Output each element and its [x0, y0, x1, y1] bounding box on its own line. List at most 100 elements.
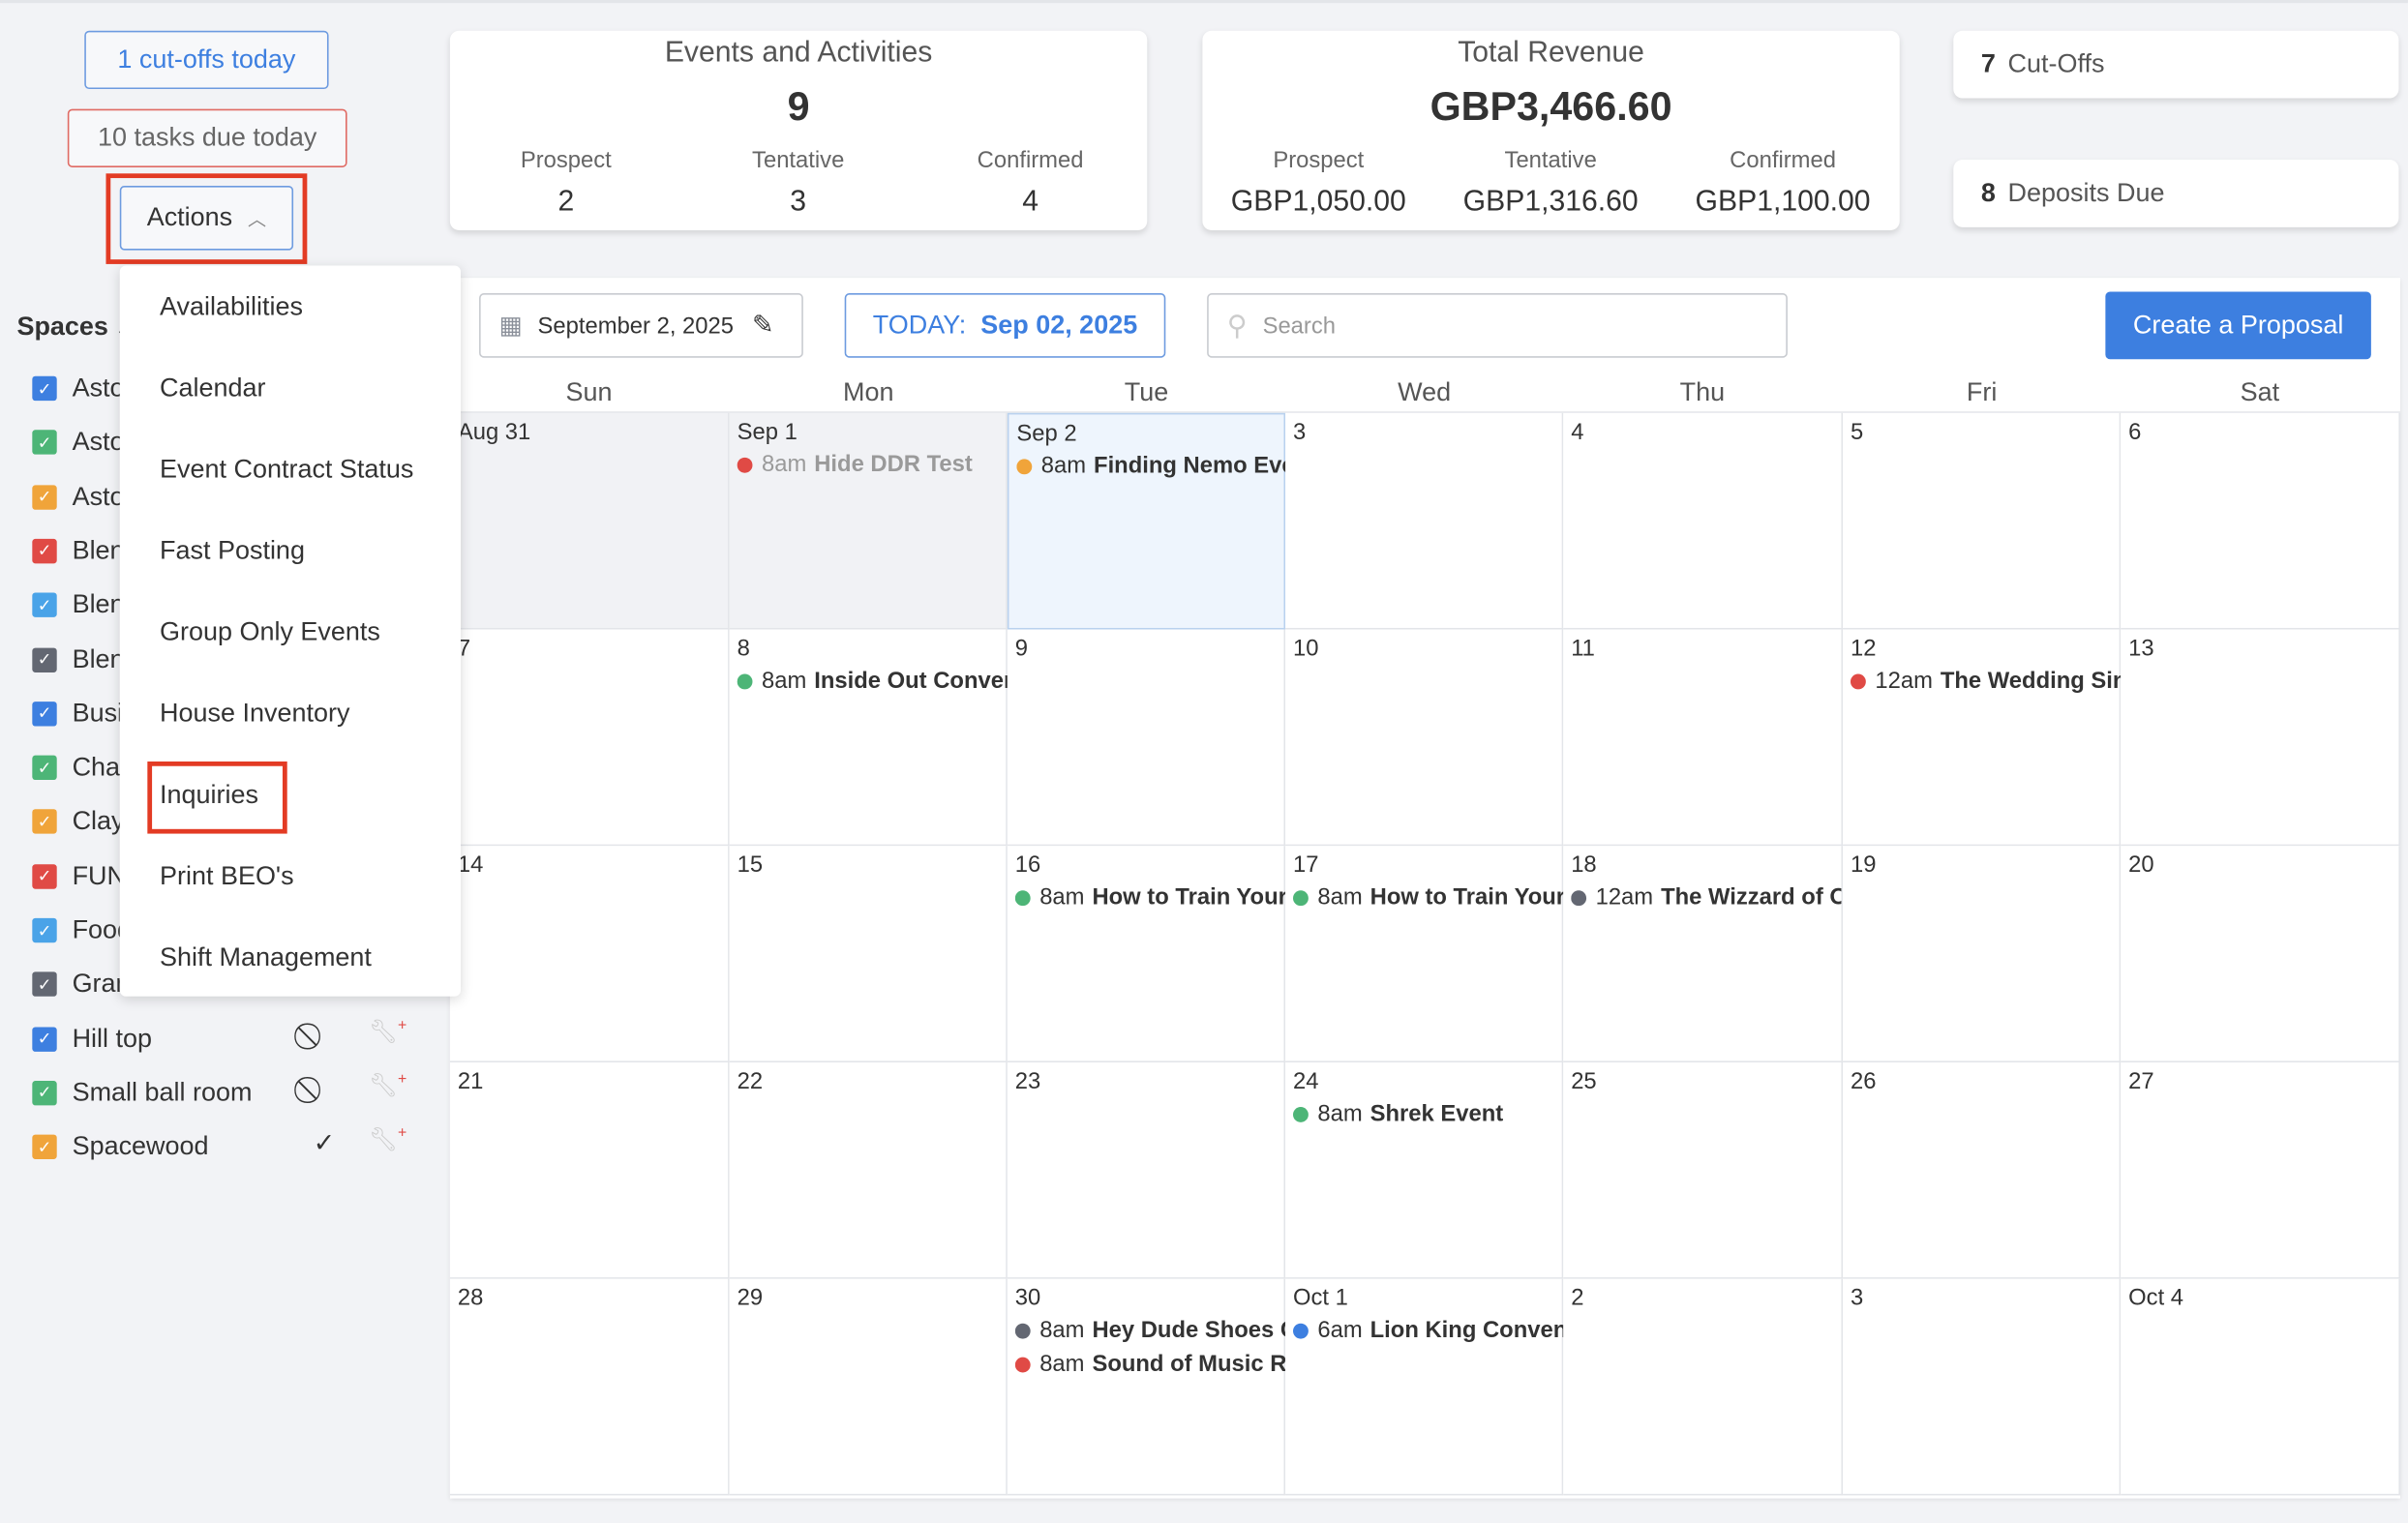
cutoffs-today-button[interactable]: 1 cut-offs today	[84, 30, 329, 90]
add-maintenance-icon[interactable]: 🔧︎+	[368, 1071, 407, 1099]
create-proposal-button[interactable]: Create a Proposal	[2105, 291, 2371, 360]
checkbox[interactable]: ✓	[32, 755, 57, 781]
space-item[interactable]: ✓ Blen	[32, 586, 125, 623]
calendar-day-cell[interactable]: 25	[1563, 1061, 1844, 1279]
calendar-event[interactable]: 8am Shrek Event	[1293, 1101, 1563, 1127]
checkbox[interactable]: ✓	[32, 863, 57, 889]
calendar-event[interactable]: 12am The Wizzard of Oz	[1571, 884, 1841, 911]
calendar-day-cell[interactable]: 5	[1843, 412, 2122, 630]
checkbox[interactable]: ✓	[32, 484, 57, 510]
checkbox[interactable]: ✓	[32, 646, 57, 672]
calendar-day-cell[interactable]: 9	[1007, 629, 1286, 847]
calendar-event[interactable]: 8am Hey Dude Shoes Co	[1014, 1317, 1285, 1343]
space-item[interactable]: ✓ Gran	[32, 967, 131, 1003]
calendar-day-cell[interactable]: Aug 31	[449, 412, 730, 630]
calendar-day-cell[interactable]: 27	[2121, 1061, 2401, 1279]
space-item[interactable]: ✓ Hill top	[32, 1021, 152, 1058]
menu-item-print-beo-s[interactable]: Print BEO's	[160, 861, 294, 891]
checkbox[interactable]: ✓	[32, 592, 57, 618]
checkbox[interactable]: ✓	[32, 971, 57, 998]
calendar-day-cell[interactable]: 4	[1563, 412, 1844, 630]
menu-item-house-inventory[interactable]: House Inventory	[160, 698, 350, 729]
space-item[interactable]: ✓ Asto	[32, 424, 125, 461]
search-input[interactable]: ⚲ Search	[1207, 293, 1788, 358]
calendar-day-cell[interactable]: 20	[2121, 846, 2401, 1062]
menu-item-calendar[interactable]: Calendar	[160, 373, 266, 403]
date-picker[interactable]: ▦ September 2, 2025 ✎	[479, 293, 803, 358]
calendar-day-cell[interactable]: 3	[1285, 412, 1564, 630]
space-item[interactable]: ✓ Cha	[32, 749, 120, 786]
calendar-day-cell[interactable]: 2	[1563, 1278, 1844, 1496]
calendar-day-cell[interactable]: 29	[729, 1278, 1008, 1496]
calendar-day-cell[interactable]: 28	[449, 1278, 730, 1496]
checkbox[interactable]: ✓	[32, 375, 57, 402]
calendar-event[interactable]: 8am Sound of Music Re	[1014, 1351, 1285, 1377]
space-item[interactable]: ✓ Asto	[32, 478, 125, 515]
menu-item-group-only-events[interactable]: Group Only Events	[160, 616, 380, 647]
calendar-day-cell[interactable]: 30 8am Hey Dude Shoes Co 8am Sound of Music …	[1007, 1278, 1286, 1496]
calendar-event[interactable]: 6am Lion King Convention	[1293, 1317, 1563, 1343]
calendar-day-cell[interactable]: Sep 2 8am Finding Nemo Event	[1007, 412, 1287, 630]
calendar-day-cell[interactable]: 21	[449, 1061, 730, 1279]
calendar-day-cell[interactable]: 12 12am The Wedding Singer	[1843, 629, 2122, 847]
calendar-day-cell[interactable]: Oct 1 6am Lion King Convention	[1285, 1278, 1564, 1496]
menu-item-availabilities[interactable]: Availabilities	[160, 291, 303, 321]
checkbox[interactable]: ✓	[32, 430, 57, 456]
space-item[interactable]: ✓ Spacewood	[32, 1129, 209, 1166]
calendar-day-cell[interactable]: 18 12am The Wizzard of Oz	[1563, 846, 1844, 1062]
actions-button[interactable]: Actions ︿	[119, 185, 294, 251]
calendar-day-cell[interactable]: 6	[2121, 412, 2401, 630]
checkbox[interactable]: ✓	[32, 701, 57, 727]
calendar-day-cell[interactable]: 3	[1843, 1278, 2122, 1496]
tasks-due-button[interactable]: 10 tasks due today	[67, 108, 347, 167]
calendar-day-cell[interactable]: 24 8am Shrek Event	[1285, 1061, 1564, 1279]
checkbox[interactable]: ✓	[32, 809, 57, 835]
space-item[interactable]: ✓ Asto	[32, 370, 125, 406]
deposits-card[interactable]: 8 Deposits Due	[1953, 160, 2399, 227]
add-maintenance-icon[interactable]: 🔧︎+	[368, 1017, 407, 1045]
space-item[interactable]: ✓ Food	[32, 911, 132, 948]
calendar-day-cell[interactable]: 19	[1843, 846, 2122, 1062]
calendar-day-cell[interactable]: 10	[1285, 629, 1564, 847]
calendar-day-cell[interactable]: 23	[1007, 1061, 1286, 1279]
calendar-day-cell[interactable]: Sep 1 8am Hide DDR Test	[729, 412, 1008, 630]
calendar-event[interactable]: 8am Inside Out Convention	[737, 668, 1008, 694]
checkbox[interactable]: ✓	[32, 1080, 57, 1106]
menu-item-event-contract-status[interactable]: Event Contract Status	[160, 454, 414, 484]
add-maintenance-icon[interactable]: 🔧︎+	[368, 1125, 407, 1153]
today-button[interactable]: TODAY: Sep 02, 2025	[844, 293, 1166, 358]
checkbox[interactable]: ✓	[32, 1134, 57, 1160]
cutoffs-card[interactable]: 7 Cut-Offs	[1953, 30, 2399, 99]
calendar-day-cell[interactable]: 14	[449, 846, 730, 1062]
calendar-day-cell[interactable]: 15	[729, 846, 1008, 1062]
day-header: Sat	[2240, 377, 2280, 407]
space-item[interactable]: ✓ Blen	[32, 532, 125, 569]
checkbox[interactable]: ✓	[32, 1026, 57, 1052]
menu-item-fast-posting[interactable]: Fast Posting	[160, 535, 305, 565]
space-item[interactable]: ✓ Busi	[32, 695, 123, 732]
calendar-event[interactable]: 8am Hide DDR Test	[737, 451, 1008, 477]
edit-pencil-icon[interactable]: ✎	[752, 310, 774, 340]
calendar-day-cell[interactable]: 7	[449, 629, 730, 847]
calendar-day-cell[interactable]: 26	[1843, 1061, 2122, 1279]
calendar-day-cell[interactable]: Oct 4	[2121, 1278, 2401, 1496]
status-dot-icon	[737, 457, 753, 472]
menu-item-inquiries[interactable]: Inquiries	[160, 780, 258, 810]
calendar-day-cell[interactable]: 11	[1563, 629, 1844, 847]
space-item[interactable]: ✓ Clay	[32, 803, 125, 840]
space-item[interactable]: ✓ FUN	[32, 857, 126, 894]
checkbox[interactable]: ✓	[32, 538, 57, 564]
calendar-event[interactable]: 8am Finding Nemo Event	[1016, 453, 1287, 479]
calendar-day-cell[interactable]: 13	[2121, 629, 2401, 847]
menu-item-shift-management[interactable]: Shift Management	[160, 942, 372, 972]
checkbox[interactable]: ✓	[32, 917, 57, 943]
space-item[interactable]: ✓ Small ball room	[32, 1075, 252, 1112]
space-item[interactable]: ✓ Blen	[32, 641, 125, 677]
calendar-event[interactable]: 12am The Wedding Singer	[1850, 668, 2121, 694]
calendar-day-cell[interactable]: 22	[729, 1061, 1008, 1279]
calendar-day-cell[interactable]: 8 8am Inside Out Convention	[729, 629, 1008, 847]
